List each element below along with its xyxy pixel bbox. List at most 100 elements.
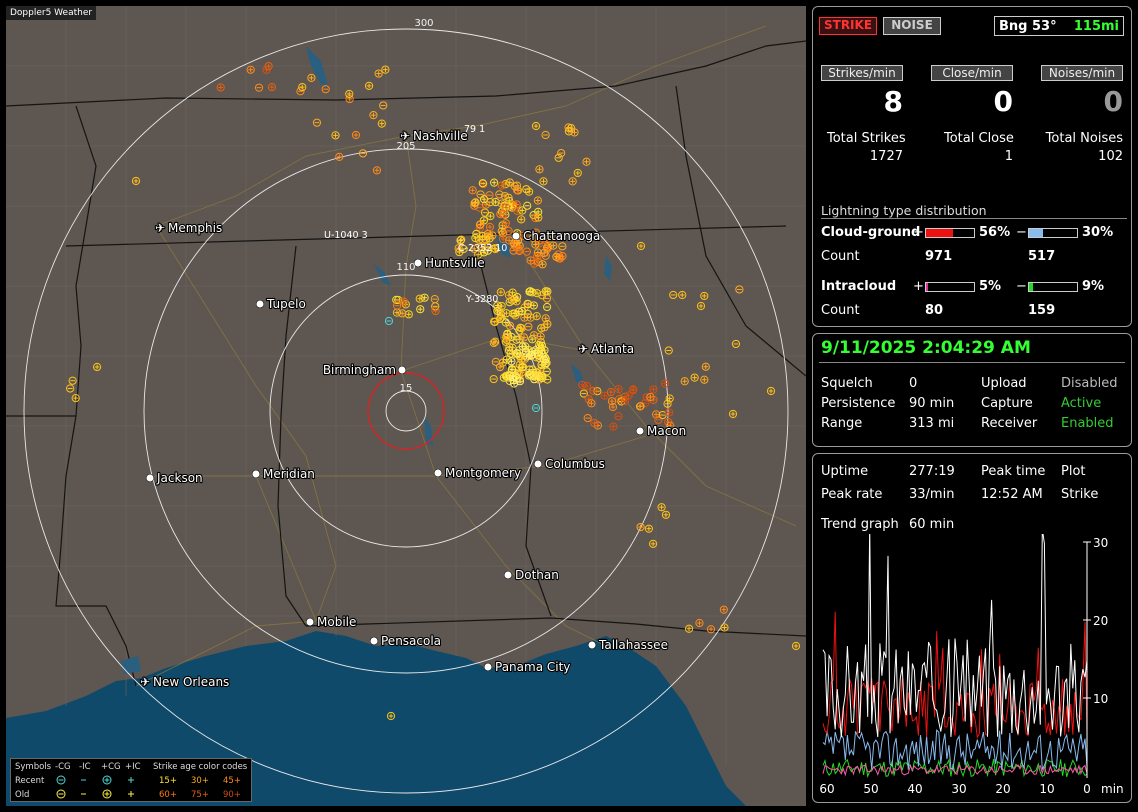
strike-icon: [510, 182, 519, 191]
strike-icon: [526, 256, 535, 265]
range-label-110: 110: [396, 262, 415, 273]
strike-icon: [531, 214, 540, 223]
strike-icon: [430, 295, 439, 304]
strike-icon: [584, 394, 593, 404]
noise-toggle-button[interactable]: NOISE: [883, 17, 941, 35]
strike-icon: [490, 317, 499, 326]
strike-icon: [497, 301, 506, 311]
strike-icon: [636, 522, 645, 532]
city-dot-icon: [503, 570, 513, 580]
legend-old-label: Old: [15, 790, 30, 800]
city-label: Dothan: [515, 568, 559, 582]
trend-panel: Uptime 277:19 Peak time Plot Peak rate 3…: [812, 453, 1132, 803]
strike-icon: [531, 403, 541, 413]
close-per-min-button[interactable]: Close/min: [931, 65, 1013, 81]
strike-icon: [364, 81, 374, 90]
strike-icon: [523, 201, 532, 210]
strike-icon: [471, 198, 480, 207]
city-dot-icon: [255, 299, 265, 309]
legend-age-45: 45+: [223, 776, 241, 786]
trend-graph-value[interactable]: 60 min: [909, 517, 955, 532]
receiver-label: Receiver: [981, 416, 1038, 431]
uptime-label: Uptime: [821, 464, 869, 479]
strike-icon: [518, 206, 527, 215]
ic-positive-count: 80: [925, 303, 944, 318]
strike-icon: [557, 148, 566, 158]
strike-icon: [606, 388, 615, 397]
city-label: Memphis: [168, 221, 222, 235]
radar-map[interactable]: 300 205 110 15 79 1 U-1040 3 C-2352 10 Y…: [6, 6, 806, 806]
legend-age-90: 90+: [223, 790, 241, 800]
noises-per-min-button[interactable]: Noises/min: [1041, 65, 1123, 81]
strike-toggle-button[interactable]: STRIKE: [819, 17, 877, 35]
squelch-value: 0: [909, 376, 918, 391]
strike-icon: [629, 385, 638, 394]
strike-icon: [649, 539, 658, 548]
peak-rate-label: Peak rate: [821, 487, 883, 502]
uptime-value: 277:19: [909, 464, 955, 479]
app-title: Doppler5 Weather: [6, 6, 97, 20]
strike-icon: [491, 357, 500, 366]
strike-icon: [498, 234, 508, 244]
strike-icon: [494, 306, 503, 315]
strike-icon: [543, 234, 552, 244]
range-label-15: 15: [400, 383, 413, 394]
strike-icon: [523, 299, 532, 308]
strike-icon: [696, 301, 706, 311]
datetime-display: 9/11/2025 2:04:29 AM: [821, 338, 1031, 358]
city-dot-icon: [533, 459, 543, 469]
cloud-ground-label: Cloud-ground: [821, 225, 921, 240]
strike-icon: [374, 69, 383, 78]
strike-icon: [454, 244, 463, 253]
strike-icon: [527, 350, 537, 360]
strike-icon: [534, 213, 543, 222]
strike-icon: [401, 300, 410, 309]
strike-icon: [358, 149, 368, 158]
trend-y-tick-30: 30: [1093, 536, 1108, 550]
range-rings: [23, 28, 789, 794]
trend-y-tick-20: 20: [1093, 614, 1108, 628]
strike-icon: [513, 292, 522, 302]
stats-panel: STRIKE NOISE Bng 53° 115mi Strikes/min C…: [812, 6, 1132, 327]
plot-value[interactable]: Strike: [1061, 487, 1099, 502]
total-strikes-value: 1727: [869, 149, 903, 164]
legend-symbol-icons: [56, 775, 134, 799]
legend-header-pos-ic: +IC: [125, 762, 141, 772]
strike-icon: [600, 391, 609, 400]
strike-icon: [583, 414, 592, 423]
trend-x-tick-60: 60: [819, 782, 834, 796]
strike-icon: [504, 193, 513, 202]
bearing-value: Bng 53°: [999, 19, 1057, 34]
strike-icon: [381, 65, 390, 74]
strikes-per-min-button[interactable]: Strikes/min: [821, 65, 903, 81]
trend-graph: 30 20 10 60 50 40 30 20 10 0 min: [819, 534, 1124, 796]
strike-icon: [607, 397, 617, 406]
capture-value: Active: [1061, 396, 1102, 411]
range-label-300: 300: [414, 18, 433, 29]
strike-icon: [735, 285, 744, 294]
strike-icon: [522, 352, 531, 361]
city-label: Chattanooga: [523, 229, 600, 243]
strike-icon: [331, 131, 340, 140]
airport-icon: ✈: [400, 129, 410, 143]
map-canvas[interactable]: 300 205 110 15 79 1 U-1040 3 C-2352 10 Y…: [6, 6, 806, 806]
strike-icon: [479, 248, 489, 257]
trend-y-tick-10: 10: [1093, 692, 1108, 706]
strike-icon: [502, 203, 511, 212]
strike-icon: [68, 376, 77, 385]
strike-icon: [590, 418, 599, 428]
city-dot-icon: [587, 640, 597, 650]
capture-label: Capture: [981, 396, 1033, 411]
strike-icon: [398, 309, 407, 318]
highways: [135, 25, 797, 687]
city-label: Pensacola: [381, 634, 441, 648]
strike-icon: [216, 83, 225, 92]
upload-label: Upload: [981, 376, 1027, 391]
total-strikes-label: Total Strikes: [827, 131, 906, 146]
strike-icon: [490, 178, 499, 187]
range-label: Range: [821, 416, 863, 431]
strike-icon: [512, 297, 521, 306]
strike-icon: [521, 347, 531, 356]
city-label: Macon: [647, 424, 686, 438]
legend-age-15: 15+: [159, 776, 177, 786]
